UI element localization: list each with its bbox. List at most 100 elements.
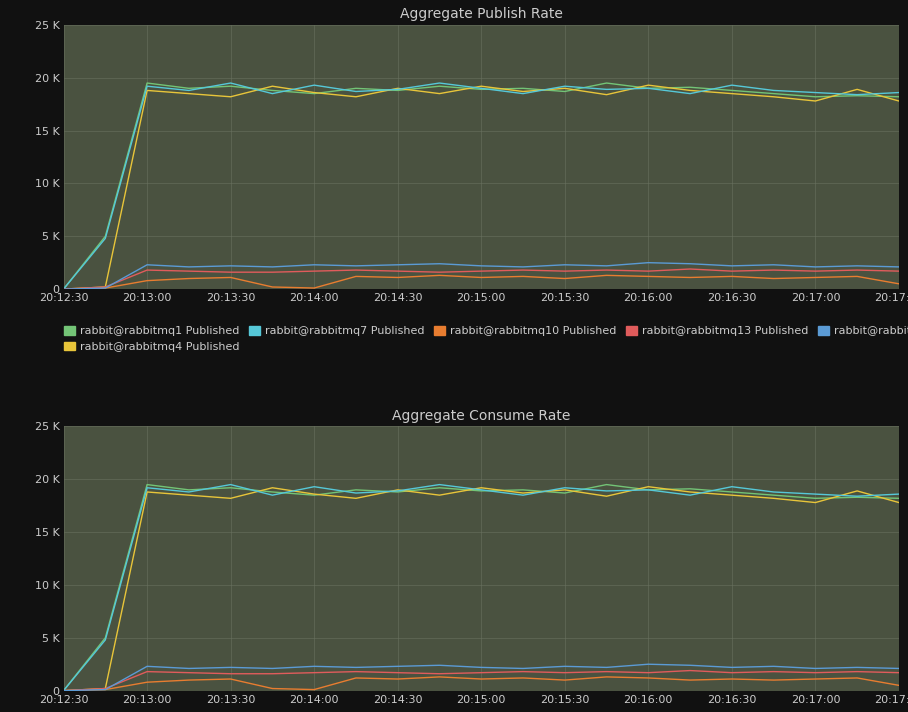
rabbit@rabbitmq7 Published — [183, 86, 194, 95]
rabbit@rabbitmq13 Published — [643, 267, 654, 276]
rabbit@rabbitmq1 Consumed — [309, 491, 320, 499]
rabbit@rabbitmq10 Consumed — [893, 681, 904, 690]
rabbit@rabbitmq4 Consumed — [726, 491, 737, 499]
rabbit@rabbitmq16 Consumed — [100, 686, 111, 694]
rabbit@rabbitmq4 Consumed — [142, 488, 153, 496]
Line: rabbit@rabbitmq16 Consumed: rabbit@rabbitmq16 Consumed — [64, 664, 899, 691]
rabbit@rabbitmq10 Consumed — [58, 686, 69, 695]
rabbit@rabbitmq1 Published — [225, 82, 236, 90]
rabbit@rabbitmq16 Published — [183, 263, 194, 271]
rabbit@rabbitmq1 Consumed — [183, 486, 194, 494]
rabbit@rabbitmq7 Published — [518, 89, 528, 98]
rabbit@rabbitmq10 Published — [893, 280, 904, 288]
rabbit@rabbitmq4 Published — [601, 90, 612, 99]
rabbit@rabbitmq10 Consumed — [309, 686, 320, 694]
rabbit@rabbitmq7 Consumed — [726, 483, 737, 491]
rabbit@rabbitmq10 Consumed — [685, 676, 696, 684]
rabbit@rabbitmq16 Consumed — [726, 663, 737, 671]
rabbit@rabbitmq10 Consumed — [726, 675, 737, 684]
rabbit@rabbitmq7 Consumed — [852, 492, 863, 501]
rabbit@rabbitmq4 Published — [392, 84, 403, 93]
rabbit@rabbitmq13 Consumed — [392, 669, 403, 677]
rabbit@rabbitmq4 Consumed — [58, 686, 69, 695]
rabbit@rabbitmq16 Published — [350, 261, 361, 270]
Line: rabbit@rabbitmq1 Consumed: rabbit@rabbitmq1 Consumed — [64, 485, 899, 691]
rabbit@rabbitmq13 Published — [559, 267, 570, 276]
rabbit@rabbitmq7 Published — [852, 90, 863, 99]
rabbit@rabbitmq1 Consumed — [601, 481, 612, 489]
rabbit@rabbitmq4 Published — [768, 93, 779, 101]
rabbit@rabbitmq13 Consumed — [559, 669, 570, 677]
rabbit@rabbitmq13 Published — [476, 267, 487, 276]
rabbit@rabbitmq4 Published — [643, 81, 654, 90]
rabbit@rabbitmq7 Consumed — [58, 686, 69, 695]
rabbit@rabbitmq4 Consumed — [601, 492, 612, 501]
rabbit@rabbitmq16 Consumed — [225, 663, 236, 671]
rabbit@rabbitmq1 Consumed — [559, 488, 570, 497]
rabbit@rabbitmq16 Published — [768, 261, 779, 269]
rabbit@rabbitmq13 Published — [100, 283, 111, 291]
rabbit@rabbitmq13 Consumed — [768, 667, 779, 676]
rabbit@rabbitmq7 Consumed — [768, 488, 779, 496]
rabbit@rabbitmq16 Published — [142, 261, 153, 269]
rabbit@rabbitmq1 Published — [518, 84, 528, 93]
rabbit@rabbitmq1 Published — [643, 84, 654, 93]
rabbit@rabbitmq4 Published — [142, 86, 153, 95]
Line: rabbit@rabbitmq4 Consumed: rabbit@rabbitmq4 Consumed — [64, 487, 899, 691]
rabbit@rabbitmq4 Consumed — [476, 483, 487, 492]
rabbit@rabbitmq13 Consumed — [476, 669, 487, 677]
rabbit@rabbitmq1 Consumed — [685, 485, 696, 493]
rabbit@rabbitmq1 Consumed — [810, 494, 821, 503]
rabbit@rabbitmq13 Published — [309, 267, 320, 276]
rabbit@rabbitmq13 Consumed — [518, 667, 528, 676]
rabbit@rabbitmq1 Published — [852, 91, 863, 100]
rabbit@rabbitmq13 Consumed — [726, 669, 737, 677]
rabbit@rabbitmq1 Published — [392, 86, 403, 95]
rabbit@rabbitmq1 Published — [350, 84, 361, 93]
rabbit@rabbitmq13 Consumed — [643, 669, 654, 677]
rabbit@rabbitmq16 Published — [225, 261, 236, 270]
rabbit@rabbitmq10 Consumed — [142, 678, 153, 686]
rabbit@rabbitmq7 Published — [768, 86, 779, 95]
rabbit@rabbitmq7 Published — [392, 85, 403, 94]
rabbit@rabbitmq7 Published — [810, 88, 821, 97]
rabbit@rabbitmq10 Consumed — [100, 686, 111, 694]
rabbit@rabbitmq16 Consumed — [768, 662, 779, 671]
rabbit@rabbitmq7 Consumed — [685, 491, 696, 499]
rabbit@rabbitmq4 Published — [58, 285, 69, 293]
rabbit@rabbitmq16 Published — [518, 263, 528, 271]
rabbit@rabbitmq10 Consumed — [267, 684, 278, 693]
Line: rabbit@rabbitmq13 Consumed: rabbit@rabbitmq13 Consumed — [64, 671, 899, 691]
rabbit@rabbitmq13 Consumed — [434, 669, 445, 678]
rabbit@rabbitmq10 Consumed — [434, 673, 445, 681]
rabbit@rabbitmq1 Consumed — [518, 486, 528, 494]
rabbit@rabbitmq13 Published — [267, 268, 278, 276]
rabbit@rabbitmq1 Published — [267, 86, 278, 95]
rabbit@rabbitmq4 Consumed — [183, 491, 194, 499]
rabbit@rabbitmq4 Consumed — [267, 483, 278, 492]
rabbit@rabbitmq7 Consumed — [309, 483, 320, 491]
rabbit@rabbitmq16 Consumed — [58, 686, 69, 695]
rabbit@rabbitmq1 Published — [559, 87, 570, 95]
rabbit@rabbitmq1 Consumed — [350, 486, 361, 494]
rabbit@rabbitmq13 Published — [58, 285, 69, 293]
Line: rabbit@rabbitmq10 Consumed: rabbit@rabbitmq10 Consumed — [64, 677, 899, 691]
rabbit@rabbitmq7 Consumed — [267, 491, 278, 499]
rabbit@rabbitmq7 Published — [643, 84, 654, 93]
rabbit@rabbitmq4 Published — [518, 87, 528, 95]
rabbit@rabbitmq13 Published — [434, 268, 445, 276]
rabbit@rabbitmq7 Published — [100, 234, 111, 243]
rabbit@rabbitmq10 Published — [350, 272, 361, 281]
rabbit@rabbitmq13 Consumed — [225, 669, 236, 678]
rabbit@rabbitmq1 Consumed — [267, 488, 278, 496]
rabbit@rabbitmq16 Consumed — [434, 661, 445, 669]
rabbit@rabbitmq10 Published — [142, 276, 153, 285]
rabbit@rabbitmq13 Consumed — [685, 666, 696, 675]
rabbit@rabbitmq16 Published — [643, 258, 654, 267]
rabbit@rabbitmq16 Published — [309, 261, 320, 269]
rabbit@rabbitmq1 Published — [726, 86, 737, 95]
rabbit@rabbitmq7 Consumed — [434, 481, 445, 489]
rabbit@rabbitmq7 Published — [58, 285, 69, 293]
rabbit@rabbitmq1 Consumed — [726, 488, 737, 496]
Line: rabbit@rabbitmq10 Published: rabbit@rabbitmq10 Published — [64, 276, 899, 289]
